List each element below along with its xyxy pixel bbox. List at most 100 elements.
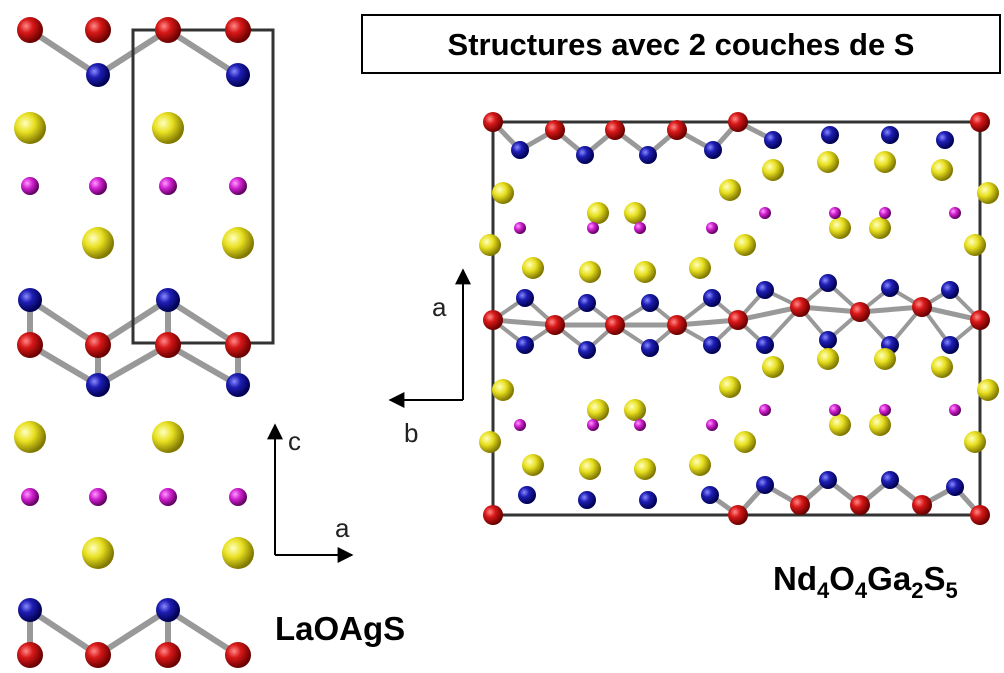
- atom: [634, 222, 646, 234]
- atom: [734, 234, 756, 256]
- atom: [152, 112, 184, 144]
- structure-label: LaOAgS: [275, 610, 405, 647]
- bond: [674, 317, 741, 328]
- formula-sub: 5: [945, 578, 957, 603]
- atom: [511, 141, 529, 159]
- atom: [225, 642, 251, 668]
- atom: [634, 458, 656, 480]
- atom: [225, 332, 251, 358]
- atom: [879, 404, 891, 416]
- atom: [229, 488, 247, 506]
- atom: [706, 222, 718, 234]
- atom: [790, 495, 810, 515]
- bond: [165, 27, 241, 78]
- bond: [165, 607, 241, 658]
- atom: [159, 177, 177, 195]
- bond: [27, 297, 101, 348]
- atom: [89, 488, 107, 506]
- atom: [936, 131, 954, 149]
- atom: [641, 339, 659, 357]
- atom: [516, 336, 534, 354]
- atom: [14, 112, 46, 144]
- atom: [226, 373, 250, 397]
- atom: [819, 331, 837, 349]
- atom: [874, 151, 896, 173]
- atom: [483, 310, 503, 330]
- axis-label: c: [288, 426, 301, 456]
- atom: [17, 642, 43, 668]
- atom: [85, 332, 111, 358]
- atom: [881, 279, 899, 297]
- structure-label: Nd4O4Ga2S5: [773, 560, 958, 603]
- atom: [869, 414, 891, 436]
- atom: [869, 217, 891, 239]
- atom: [576, 146, 594, 164]
- atom: [912, 297, 932, 317]
- atom: [706, 419, 718, 431]
- atom: [518, 486, 536, 504]
- atom: [970, 310, 990, 330]
- atom: [817, 151, 839, 173]
- atom: [17, 332, 43, 358]
- atom: [483, 505, 503, 525]
- axis-label: a: [432, 292, 447, 322]
- atom: [977, 379, 999, 401]
- atom: [522, 257, 544, 279]
- atom: [874, 348, 896, 370]
- bond: [490, 317, 558, 328]
- atom: [479, 431, 501, 453]
- atom: [21, 488, 39, 506]
- atom: [579, 458, 601, 480]
- atom: [790, 297, 810, 317]
- atom: [578, 341, 596, 359]
- atom: [759, 207, 771, 219]
- atom: [222, 227, 254, 259]
- atom: [941, 336, 959, 354]
- title-box: [361, 14, 1001, 74]
- bond: [27, 342, 101, 388]
- atom: [817, 348, 839, 370]
- atom: [82, 537, 114, 569]
- atom: [624, 202, 646, 224]
- atom: [764, 131, 782, 149]
- title: Structures avec 2 couches de S: [448, 27, 915, 62]
- atom: [667, 120, 687, 140]
- atom: [155, 17, 181, 43]
- atom: [545, 120, 565, 140]
- atom: [977, 182, 999, 204]
- atom: [492, 379, 514, 401]
- atom: [155, 642, 181, 668]
- atom: [756, 476, 774, 494]
- atom: [578, 294, 596, 312]
- formula-sub: 2: [911, 578, 923, 603]
- atom: [881, 126, 899, 144]
- atom: [21, 177, 39, 195]
- atom: [912, 495, 932, 515]
- atom: [545, 315, 565, 335]
- formula-part: O: [829, 560, 855, 597]
- atom: [587, 419, 599, 431]
- atom: [579, 261, 601, 283]
- atom: [850, 302, 870, 322]
- bond: [95, 607, 171, 658]
- atom: [89, 177, 107, 195]
- atom: [479, 234, 501, 256]
- bond: [165, 342, 241, 388]
- bond: [27, 27, 101, 78]
- atom: [86, 373, 110, 397]
- atom: [949, 207, 961, 219]
- formula-sub: 4: [817, 578, 830, 603]
- atom: [703, 289, 721, 307]
- atom: [86, 63, 110, 87]
- atom: [759, 404, 771, 416]
- formula-sub: 4: [855, 578, 868, 603]
- atom: [156, 598, 180, 622]
- formula-part: S: [923, 560, 945, 597]
- atom: [85, 17, 111, 43]
- atom: [483, 112, 503, 132]
- atom: [522, 454, 544, 476]
- atom: [624, 399, 646, 421]
- unit-cell: [131, 28, 275, 345]
- atom: [14, 421, 46, 453]
